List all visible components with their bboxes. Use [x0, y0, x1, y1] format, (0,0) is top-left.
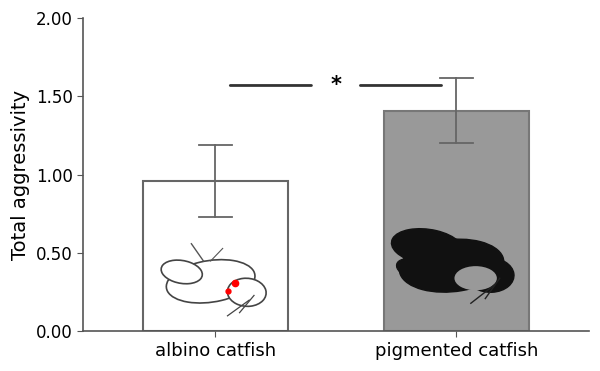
Ellipse shape [227, 278, 266, 306]
Bar [384, 111, 529, 331]
Ellipse shape [161, 260, 202, 284]
Ellipse shape [454, 266, 497, 290]
Ellipse shape [391, 229, 463, 265]
Ellipse shape [397, 259, 430, 279]
Ellipse shape [166, 260, 255, 303]
Text: *: * [331, 75, 341, 95]
Ellipse shape [466, 258, 514, 292]
Bar [143, 181, 288, 331]
Ellipse shape [400, 239, 504, 292]
Y-axis label: Total aggressivity: Total aggressivity [11, 90, 30, 260]
